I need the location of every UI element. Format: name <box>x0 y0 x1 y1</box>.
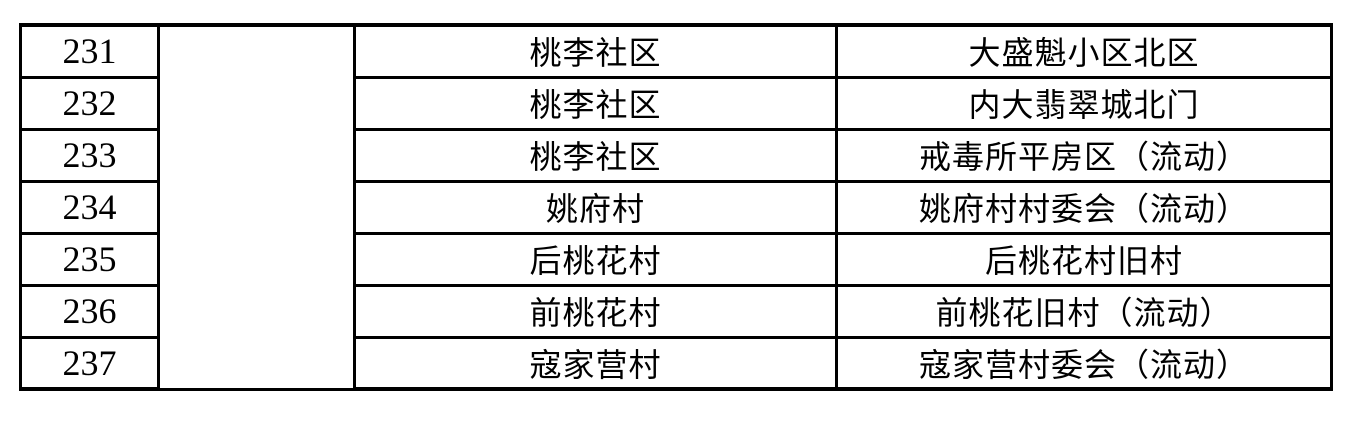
table-row: 232 桃李社区 内大翡翠城北门 <box>19 75 1333 131</box>
table-row: 237 寇家营村 寇家营村委会（流动） <box>19 335 1333 391</box>
table-row: 236 前桃花村 前桃花旧村（流动） <box>19 283 1333 339</box>
location-cell: 姚府村村委会（流动） <box>835 179 1333 235</box>
row-number-cell: 236 <box>19 283 160 339</box>
row-number-cell: 231 <box>19 23 160 79</box>
community-cell: 桃李社区 <box>353 23 838 79</box>
community-cell: 后桃花村 <box>353 231 838 287</box>
table-row: 235 后桃花村 后桃花村旧村 <box>19 231 1333 287</box>
merged-district-cell <box>157 23 356 391</box>
location-cell: 内大翡翠城北门 <box>835 75 1333 131</box>
table-row: 234 姚府村 姚府村村委会（流动） <box>19 179 1333 235</box>
location-cell: 寇家营村委会（流动） <box>835 335 1333 391</box>
row-number-cell: 233 <box>19 127 160 183</box>
row-number-cell: 232 <box>19 75 160 131</box>
community-cell: 寇家营村 <box>353 335 838 391</box>
community-cell: 姚府村 <box>353 179 838 235</box>
table-row: 231 桃李社区 大盛魁小区北区 <box>19 23 1333 391</box>
location-cell: 后桃花村旧村 <box>835 231 1333 287</box>
location-cell: 大盛魁小区北区 <box>835 23 1333 79</box>
row-number-cell: 237 <box>19 335 160 391</box>
location-cell: 戒毒所平房区（流动） <box>835 127 1333 183</box>
row-number-cell: 235 <box>19 231 160 287</box>
community-cell: 桃李社区 <box>353 75 838 131</box>
row-number-cell: 234 <box>19 179 160 235</box>
community-cell: 桃李社区 <box>353 127 838 183</box>
location-cell: 前桃花旧村（流动） <box>835 283 1333 339</box>
polling-station-table: 231 桃李社区 大盛魁小区北区 232 桃李社区 内大翡翠城北门 233 桃李… <box>19 23 1333 391</box>
table-row: 233 桃李社区 戒毒所平房区（流动） <box>19 127 1333 183</box>
community-cell: 前桃花村 <box>353 283 838 339</box>
